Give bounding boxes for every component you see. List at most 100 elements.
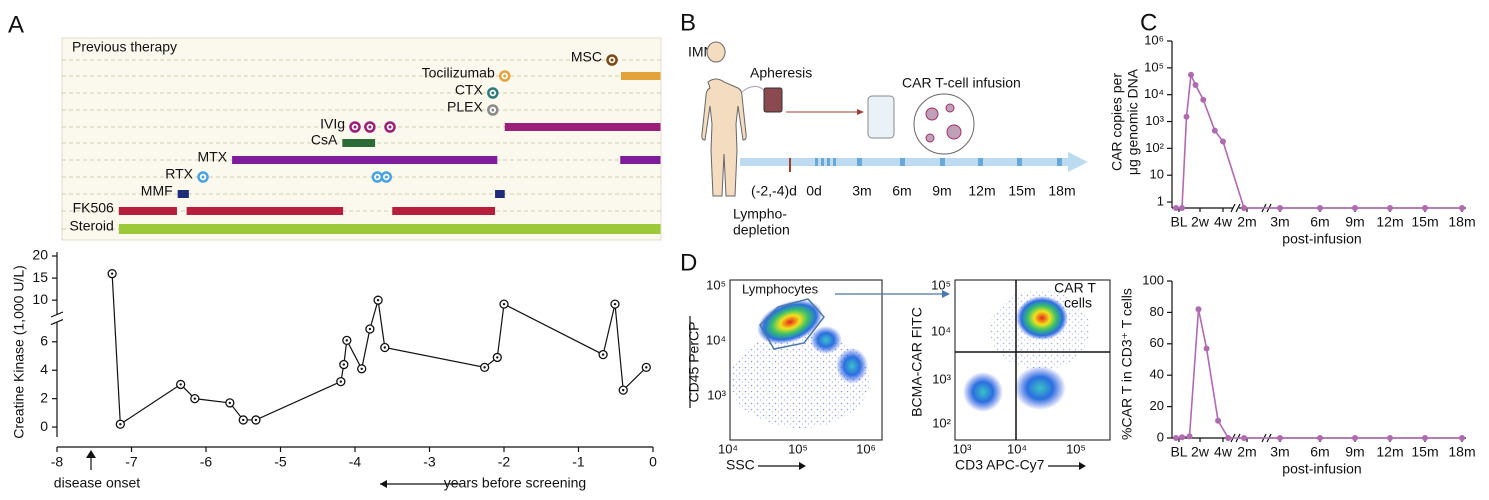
data-point bbox=[1387, 435, 1393, 441]
cell bbox=[925, 107, 939, 121]
x-tick-label: 12m bbox=[1376, 214, 1403, 230]
x-tick-label: 9m bbox=[1345, 214, 1364, 230]
data-point-core bbox=[179, 383, 182, 386]
dose-core bbox=[491, 108, 495, 112]
data-point-core bbox=[228, 401, 232, 405]
arrow-head bbox=[380, 480, 387, 488]
data-point-core bbox=[383, 346, 386, 349]
cell bbox=[945, 103, 955, 113]
x-tick-label: 12m bbox=[1376, 444, 1403, 460]
y-tick-label: 40 bbox=[1150, 367, 1164, 382]
data-point bbox=[1188, 71, 1194, 78]
therapy-label: RTX bbox=[165, 166, 193, 182]
gate-label: CAR T bbox=[1054, 280, 1096, 296]
x-tick-label: 10⁵ bbox=[788, 441, 808, 456]
data-point bbox=[1241, 435, 1247, 441]
data-point bbox=[1195, 306, 1202, 313]
dose-core bbox=[503, 74, 507, 78]
therapy-bar bbox=[118, 207, 177, 215]
x-tick-label: 10⁴ bbox=[1007, 441, 1027, 456]
y-axis-label: CAR copies per bbox=[1109, 73, 1125, 171]
data-point bbox=[1173, 435, 1179, 441]
y-tick-label: 10⁵ bbox=[931, 277, 951, 292]
x-tick-label: 6m bbox=[1310, 214, 1329, 230]
y-tick-label: 10⁴ bbox=[706, 332, 726, 347]
lymphodepletion: Lympho- bbox=[733, 206, 787, 222]
infusion-label: CAR T-cell infusion bbox=[902, 75, 1021, 91]
timeline-labels: (-2,-4)d 0d 3m 6m 9m 12m 15m 18m bbox=[751, 183, 1076, 199]
density bbox=[1016, 296, 1068, 340]
x-tick-label: 2m bbox=[1237, 444, 1256, 460]
y-tick-label: 10² bbox=[1145, 140, 1164, 155]
therapy-bar bbox=[504, 123, 661, 131]
x-tick-label: 2w bbox=[1191, 444, 1210, 460]
cell bbox=[946, 124, 962, 140]
blood-bag bbox=[763, 87, 783, 113]
annotation: disease onset bbox=[54, 475, 141, 491]
data-point bbox=[1352, 435, 1358, 441]
gate-label: Lymphocytes bbox=[742, 281, 819, 296]
timeline-label: 15m bbox=[1008, 183, 1035, 199]
data-point bbox=[1215, 417, 1222, 424]
y-tick-label: 100 bbox=[1142, 272, 1164, 287]
y-tick-label: 10³ bbox=[932, 371, 951, 386]
y-tick-label: 10² bbox=[932, 415, 951, 430]
data-point bbox=[1387, 205, 1393, 211]
timeline-ticks bbox=[789, 158, 1062, 172]
data-point-core bbox=[345, 339, 349, 342]
data-point-core bbox=[342, 363, 346, 366]
connector bbox=[741, 86, 765, 93]
y-tick-label: 10³ bbox=[707, 387, 726, 402]
dose-core bbox=[388, 125, 392, 129]
data-point bbox=[1422, 435, 1428, 441]
therapy-bar bbox=[177, 190, 189, 198]
data-point-core bbox=[496, 356, 499, 359]
axis-break bbox=[1230, 203, 1241, 213]
y-axis-label: CD45 PerCP bbox=[686, 322, 702, 403]
panel-label: C bbox=[1140, 9, 1157, 36]
x-tick-label: 10⁶ bbox=[856, 441, 876, 456]
data-point bbox=[1203, 345, 1210, 352]
x-tick-label: 10⁵ bbox=[1066, 441, 1086, 456]
x-axis-label: CD3 APC-Cy7 bbox=[955, 457, 1045, 473]
x-tick-label: -2 bbox=[498, 454, 511, 470]
timeline-label: 9m bbox=[932, 183, 951, 199]
data-point-core bbox=[601, 353, 605, 356]
y-tick-label: 10 bbox=[32, 291, 48, 307]
data-line bbox=[1175, 309, 1462, 439]
x-tick-label: -3 bbox=[423, 454, 436, 470]
data-point bbox=[1220, 138, 1226, 145]
panel-label: A bbox=[8, 11, 24, 38]
therapy-label: Tocilizumab bbox=[422, 65, 495, 81]
therapy-bar bbox=[118, 224, 661, 234]
therapy-label: Steroid bbox=[69, 218, 113, 234]
y-axis-label: μg genomic DNA bbox=[1125, 68, 1141, 175]
x-tick-label: 4w bbox=[1214, 214, 1233, 230]
y-tick-label: 6 bbox=[40, 333, 48, 349]
gate bbox=[759, 298, 825, 350]
timeline-label: 3m bbox=[852, 183, 871, 199]
cell bbox=[925, 133, 935, 143]
axis-break-gap bbox=[1233, 205, 1239, 211]
x-tick-label: 18m bbox=[1448, 444, 1475, 460]
data-point-core bbox=[502, 302, 506, 306]
x-axis-label: post-infusion bbox=[1282, 461, 1361, 477]
dose-core bbox=[491, 91, 495, 95]
therapy-bar bbox=[342, 139, 376, 147]
x-tick-label: 10³ bbox=[953, 441, 972, 456]
y-axis-label: Creatine Kinase (1,000 U/L) bbox=[11, 265, 27, 439]
data-point bbox=[1422, 205, 1428, 211]
x-tick-label: 9m bbox=[1345, 444, 1364, 460]
data-point-core bbox=[368, 327, 372, 331]
y-tick-label: 10 bbox=[1150, 167, 1164, 182]
cell-inset bbox=[913, 93, 975, 155]
therapy-label: CTX bbox=[455, 82, 484, 98]
therapy-label: MSC bbox=[571, 49, 602, 65]
data-point bbox=[1317, 205, 1323, 211]
panel-label: B bbox=[680, 9, 696, 36]
density bbox=[836, 348, 868, 384]
data-point-core bbox=[376, 298, 380, 302]
x-tick-label: 6m bbox=[1310, 444, 1329, 460]
data-point-core bbox=[360, 367, 363, 371]
data-point bbox=[1352, 205, 1358, 211]
